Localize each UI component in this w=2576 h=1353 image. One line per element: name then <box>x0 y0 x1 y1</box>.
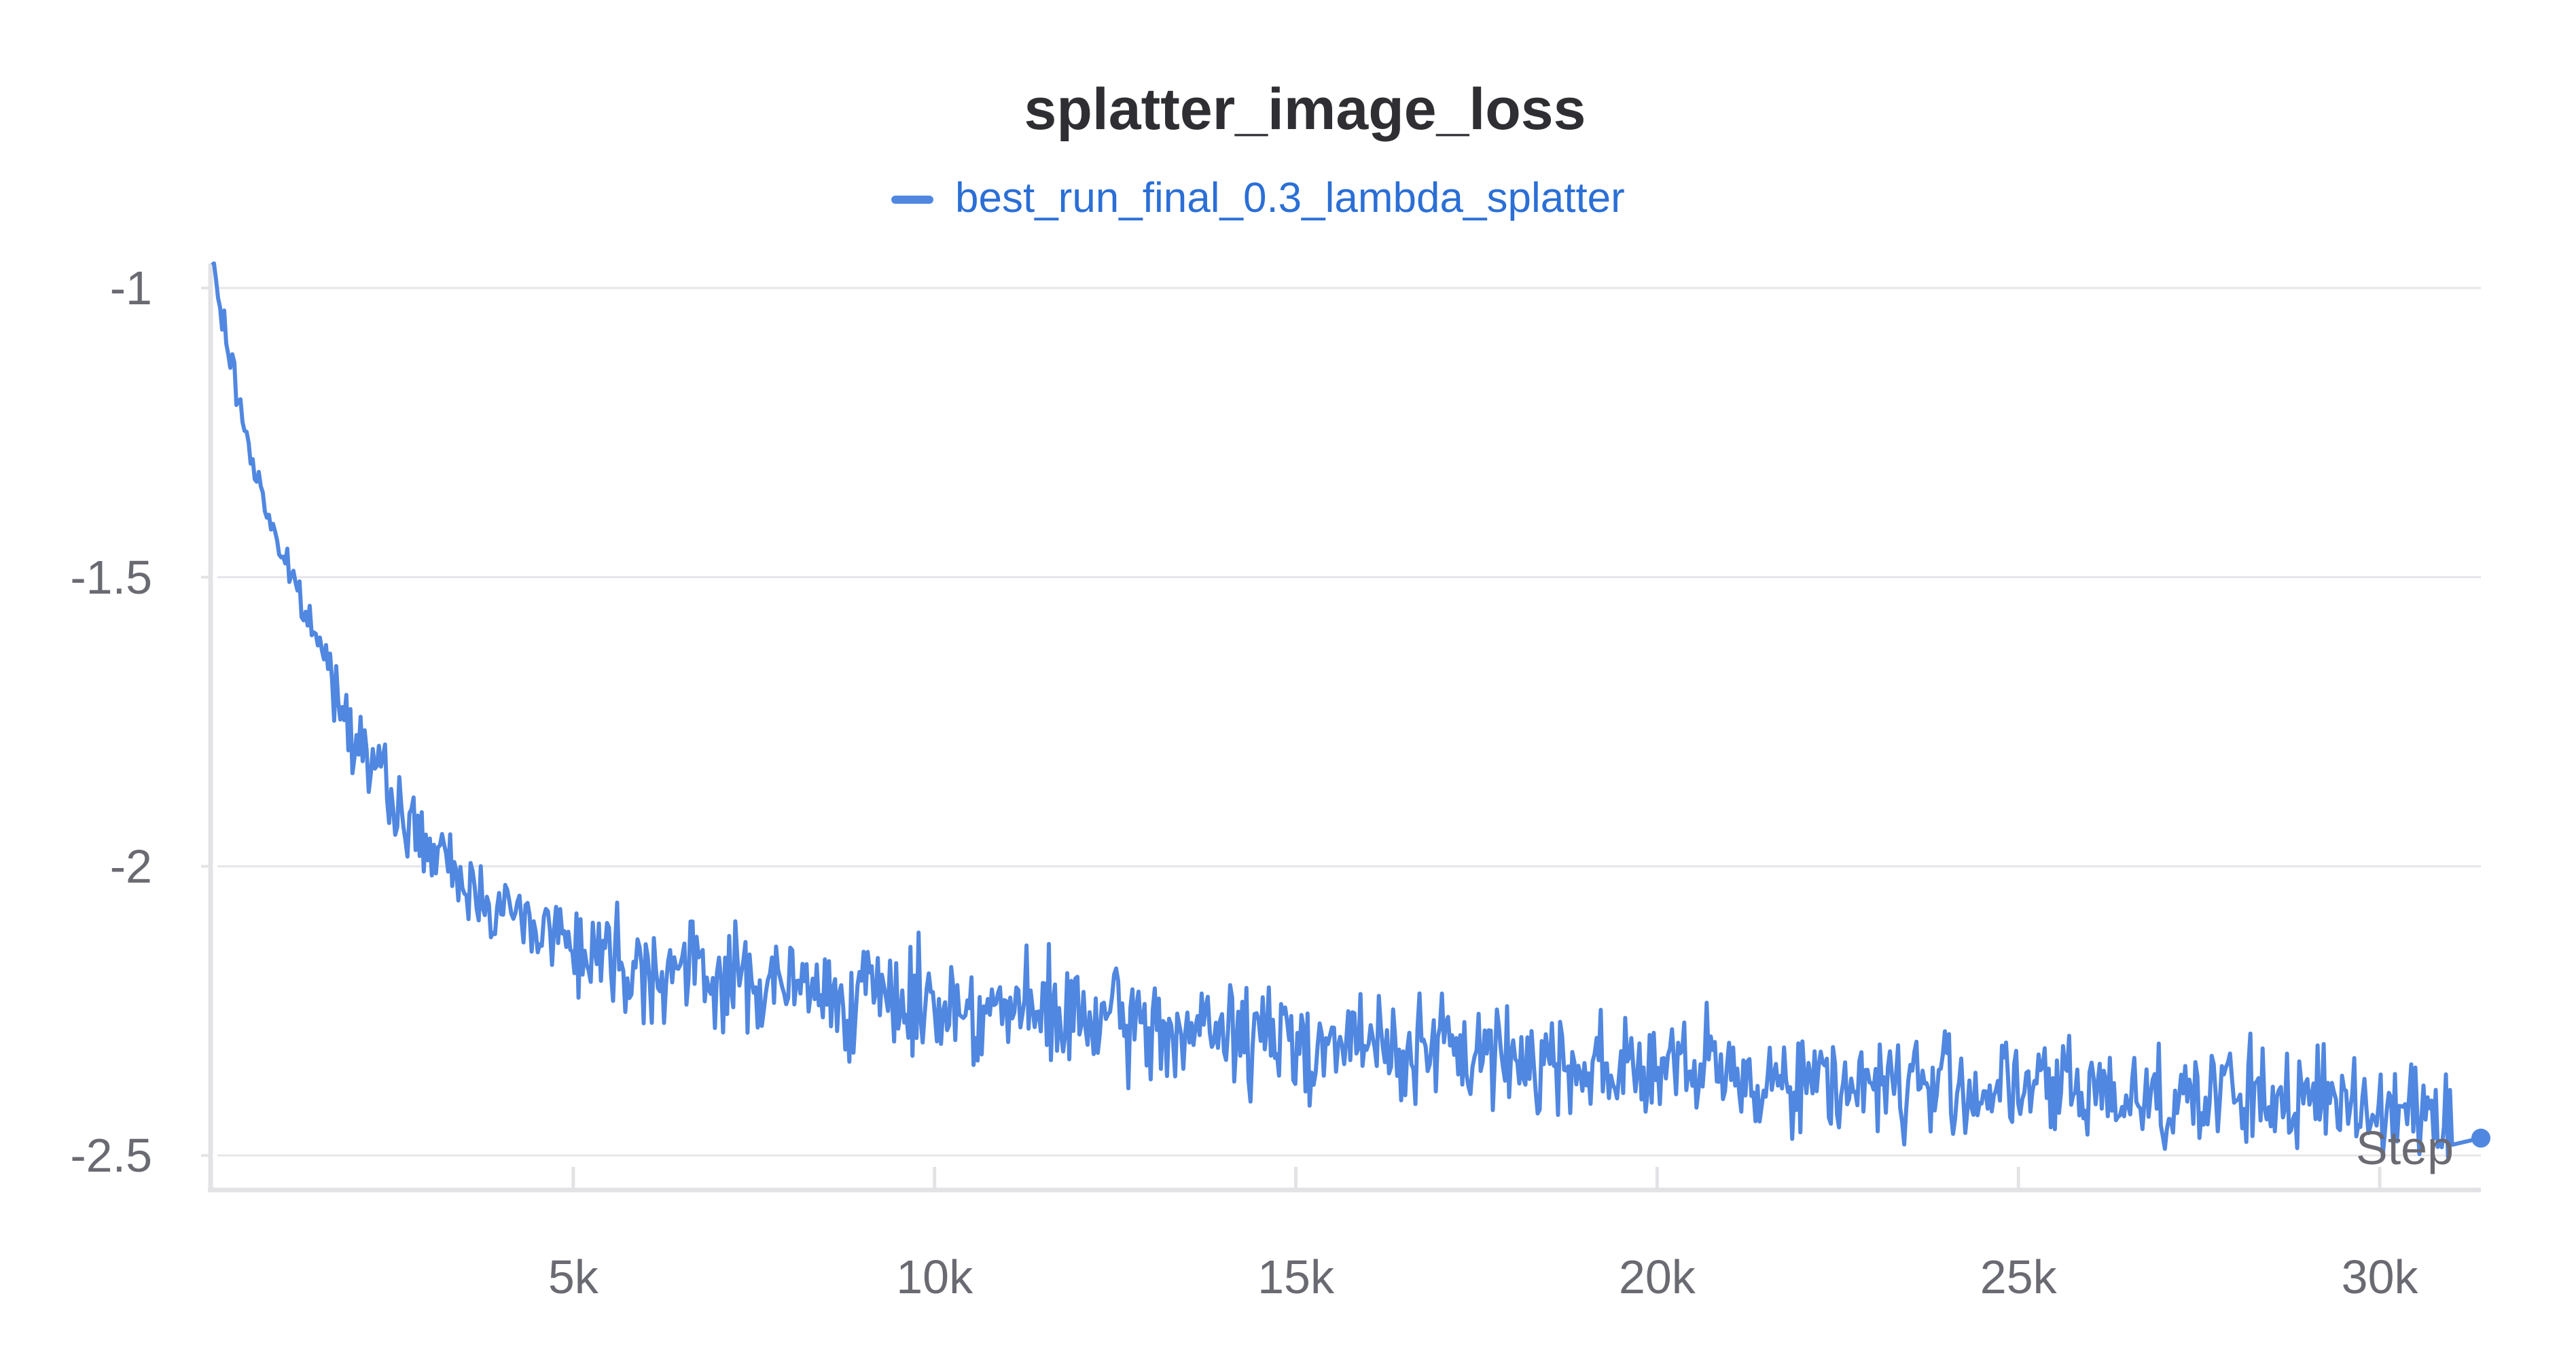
x-tick-label: 30k <box>2342 1250 2419 1303</box>
x-tick-label: 25k <box>1980 1250 2058 1303</box>
x-tick-label: 5k <box>548 1250 599 1303</box>
x-tick-label: 15k <box>1257 1250 1335 1303</box>
y-tick-label: -1 <box>110 261 152 314</box>
y-axis-ticks: -1 -1.5 -2 -2.5 <box>70 261 211 1182</box>
legend[interactable]: best_run_final_0.3_lambda_splatter <box>891 175 1625 221</box>
x-axis-label: Step <box>2356 1121 2454 1174</box>
legend-label[interactable]: best_run_final_0.3_lambda_splatter <box>955 175 1625 221</box>
series-line[interactable] <box>211 261 2482 1159</box>
y-tick-label: -1.5 <box>70 551 152 604</box>
x-axis-ticks: 5k 10k 15k 20k 25k 30k <box>548 1167 2419 1303</box>
y-tick-label: -2.5 <box>70 1129 152 1182</box>
x-tick-label: 20k <box>1619 1250 1696 1303</box>
chart-title: splatter_image_loss <box>1024 77 1586 142</box>
series-end-point[interactable] <box>2471 1128 2490 1148</box>
x-tick-label: 10k <box>896 1250 973 1303</box>
grid-lines <box>217 287 2481 1157</box>
y-tick-label: -2 <box>110 840 152 892</box>
series-group <box>211 261 2490 1159</box>
